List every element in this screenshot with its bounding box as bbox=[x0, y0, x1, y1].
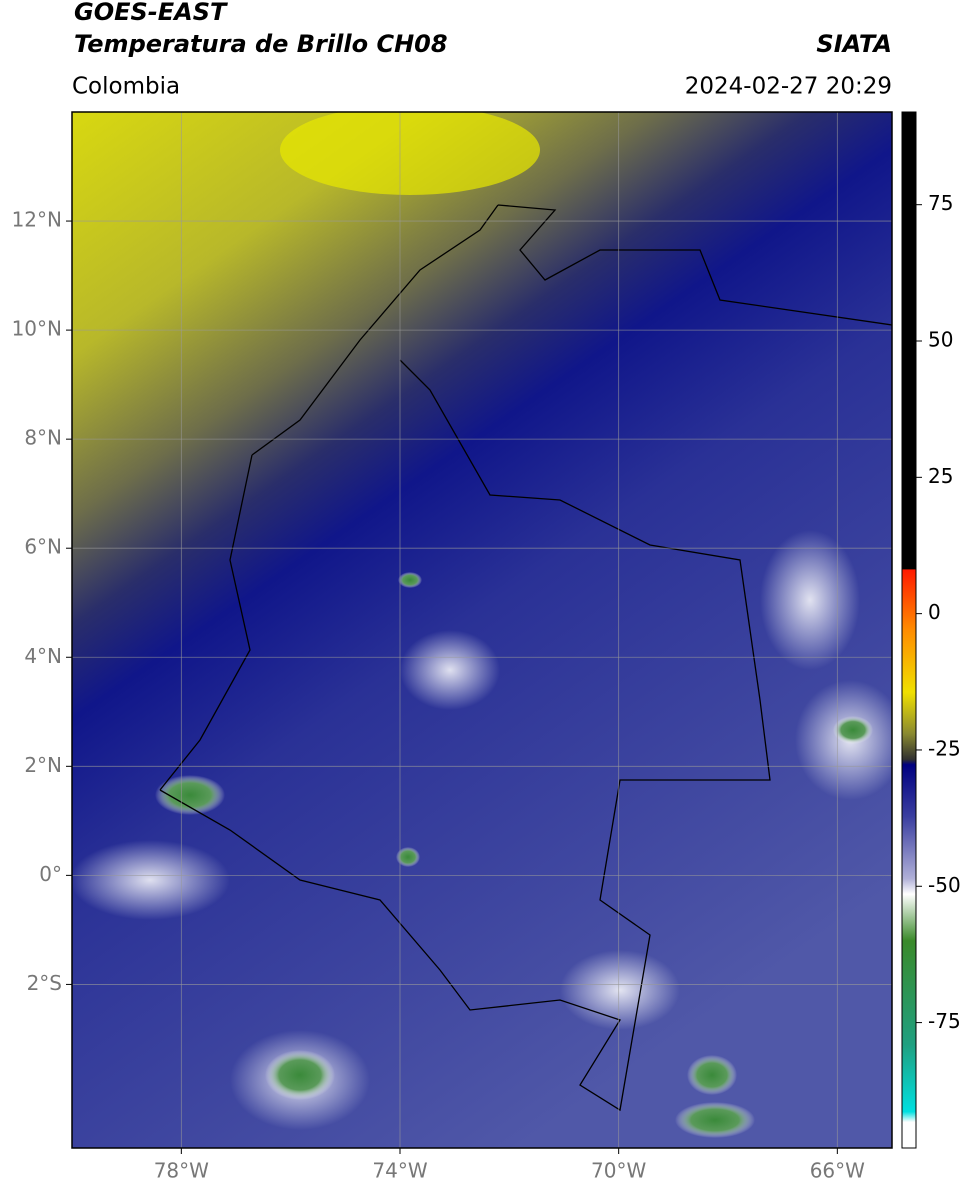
y-tick-label: 2°N bbox=[24, 753, 62, 777]
x-tick-label: 66°W bbox=[810, 1159, 865, 1183]
y-tick-label: 2°S bbox=[27, 971, 62, 995]
colorbar-tick-label: 75 bbox=[928, 191, 953, 215]
colorbar-tick-label: 25 bbox=[928, 464, 953, 488]
y-tick-label: 4°N bbox=[24, 644, 62, 668]
colorbar-tick-label: -75 bbox=[928, 1009, 961, 1033]
colorbar-tick-label: -50 bbox=[928, 873, 961, 897]
region: Colombia bbox=[72, 74, 180, 100]
colorbar-tick-label: 50 bbox=[928, 328, 953, 352]
y-tick-label: 12°N bbox=[12, 208, 62, 232]
map-frame bbox=[71, 111, 893, 1149]
colorbar-tick-label: -25 bbox=[928, 736, 961, 760]
colorbar-tick-label: 0 bbox=[928, 600, 941, 624]
title: Temperatura de Brillo CH08 bbox=[74, 30, 448, 58]
y-tick-label: 8°N bbox=[24, 426, 62, 450]
y-tick-label: 0° bbox=[39, 862, 62, 886]
y-tick-label: 10°N bbox=[12, 317, 62, 341]
x-tick-label: 74°W bbox=[372, 1159, 427, 1183]
x-tick-label: 70°W bbox=[591, 1159, 646, 1183]
source: SIATA bbox=[816, 30, 892, 58]
datetime: 2024-02-27 20:29 bbox=[685, 74, 892, 100]
x-tick-label: 78°W bbox=[154, 1159, 209, 1183]
colorbar bbox=[901, 111, 917, 1149]
title: GOES-EAST bbox=[74, 0, 228, 26]
imagery bbox=[72, 112, 892, 1148]
y-tick-label: 6°N bbox=[24, 535, 62, 559]
